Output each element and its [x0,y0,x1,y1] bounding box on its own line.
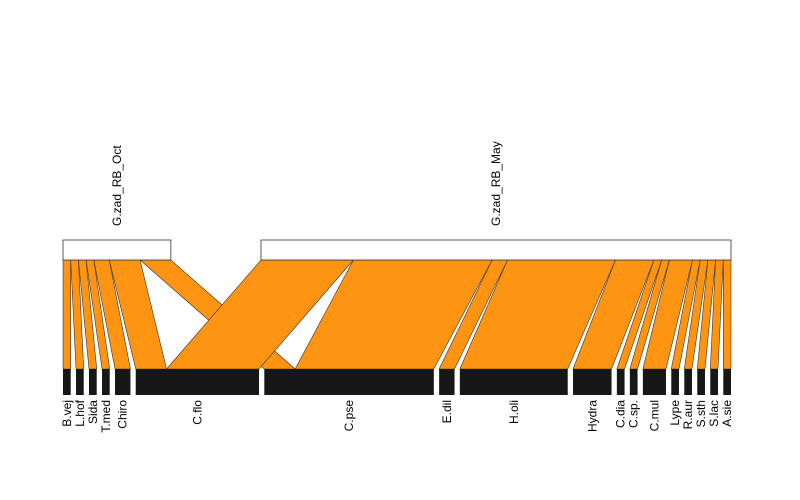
lower-box-l-hof [76,369,84,395]
lower-label-l-hof: L.hof [73,399,87,426]
lower-label-h-oli: H.oli [507,400,521,424]
lower-box-b-vej [63,369,71,395]
lower-box-hydra [573,369,612,395]
lower-label-chiro: Chiro [116,400,130,429]
lower-label-e-dil: E.dil [440,400,454,423]
lower-box-c-mul [642,369,666,395]
lower-label-hydra: Hydra [585,400,599,432]
lower-label-c-flo: C.flo [190,400,204,425]
lower-box-r-aur [684,369,692,395]
link-g-zad-rb-oct-b-vej [62,259,72,370]
interaction-links [62,259,732,370]
lower-box-s-sth [697,369,705,395]
lower-box-t-med [102,369,110,395]
lower-label-s-lac: S.lac [707,400,721,427]
lower-label-sida: Sida [86,400,100,424]
lower-label-r-aur: R.aur [681,400,695,429]
lower-label-c-sp: C.sp. [627,400,641,428]
lower-label-t-med: T.med [99,400,113,433]
lower-label-c-dia: C.dia [614,400,628,428]
lower-label-c-pse: C.pse [342,400,356,432]
lower-label-c-mul: C.mul [647,400,661,431]
lower-box-e-dil [439,369,455,395]
higher-level-boxes [62,239,732,261]
lower-box-s-lac [710,369,718,395]
lower-box-chiro [115,369,131,395]
lower-label-b-vej: B.vej [60,400,74,427]
lower-level-boxes [63,369,731,395]
lower-box-c-sp [629,369,638,395]
lower-box-c-pse [264,369,434,395]
species-labels: G.zad_RB_Oct G.zad_RB_May B.vej L.hof Sida T.… [60,141,734,432]
higher-box-g-zad-rb-may [260,239,732,261]
lower-label-lype: Lype [668,400,682,426]
lower-box-c-dia [616,369,625,395]
link-g-zad-rb-may-a-sie [722,259,732,370]
higher-label-g-zad-rb-may: G.zad_RB_May [489,141,503,226]
lower-box-lype [671,369,679,395]
lower-box-c-flo [135,369,260,395]
lower-box-sida [89,369,97,395]
higher-box-g-zad-rb-oct [62,239,172,261]
lower-label-a-sie: A.sie [720,400,734,427]
higher-label-g-zad-rb-oct: G.zad_RB_Oct [110,145,124,226]
lower-box-a-sie [723,369,731,395]
lower-label-s-sth: S.sth [694,400,708,427]
lower-box-h-oli [459,369,568,395]
